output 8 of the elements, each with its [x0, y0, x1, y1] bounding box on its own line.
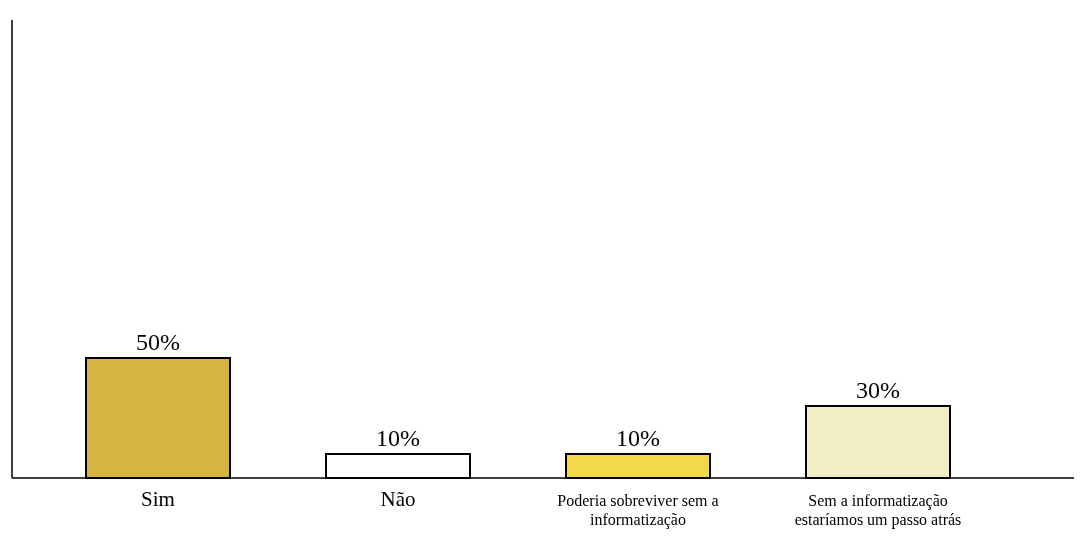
x-tick-label: Sem a informatização estaríamos um passo atrás [794, 492, 962, 530]
data-label: 30% [856, 377, 900, 403]
data-label: 50% [136, 329, 180, 355]
x-tick-label: Não [380, 487, 416, 511]
x-tick-label: Poderia sobreviver sem a informatização [557, 492, 719, 530]
data-label: 10% [376, 425, 420, 451]
x-tick-label: Sim [141, 487, 175, 511]
data-label: 10% [616, 425, 660, 451]
